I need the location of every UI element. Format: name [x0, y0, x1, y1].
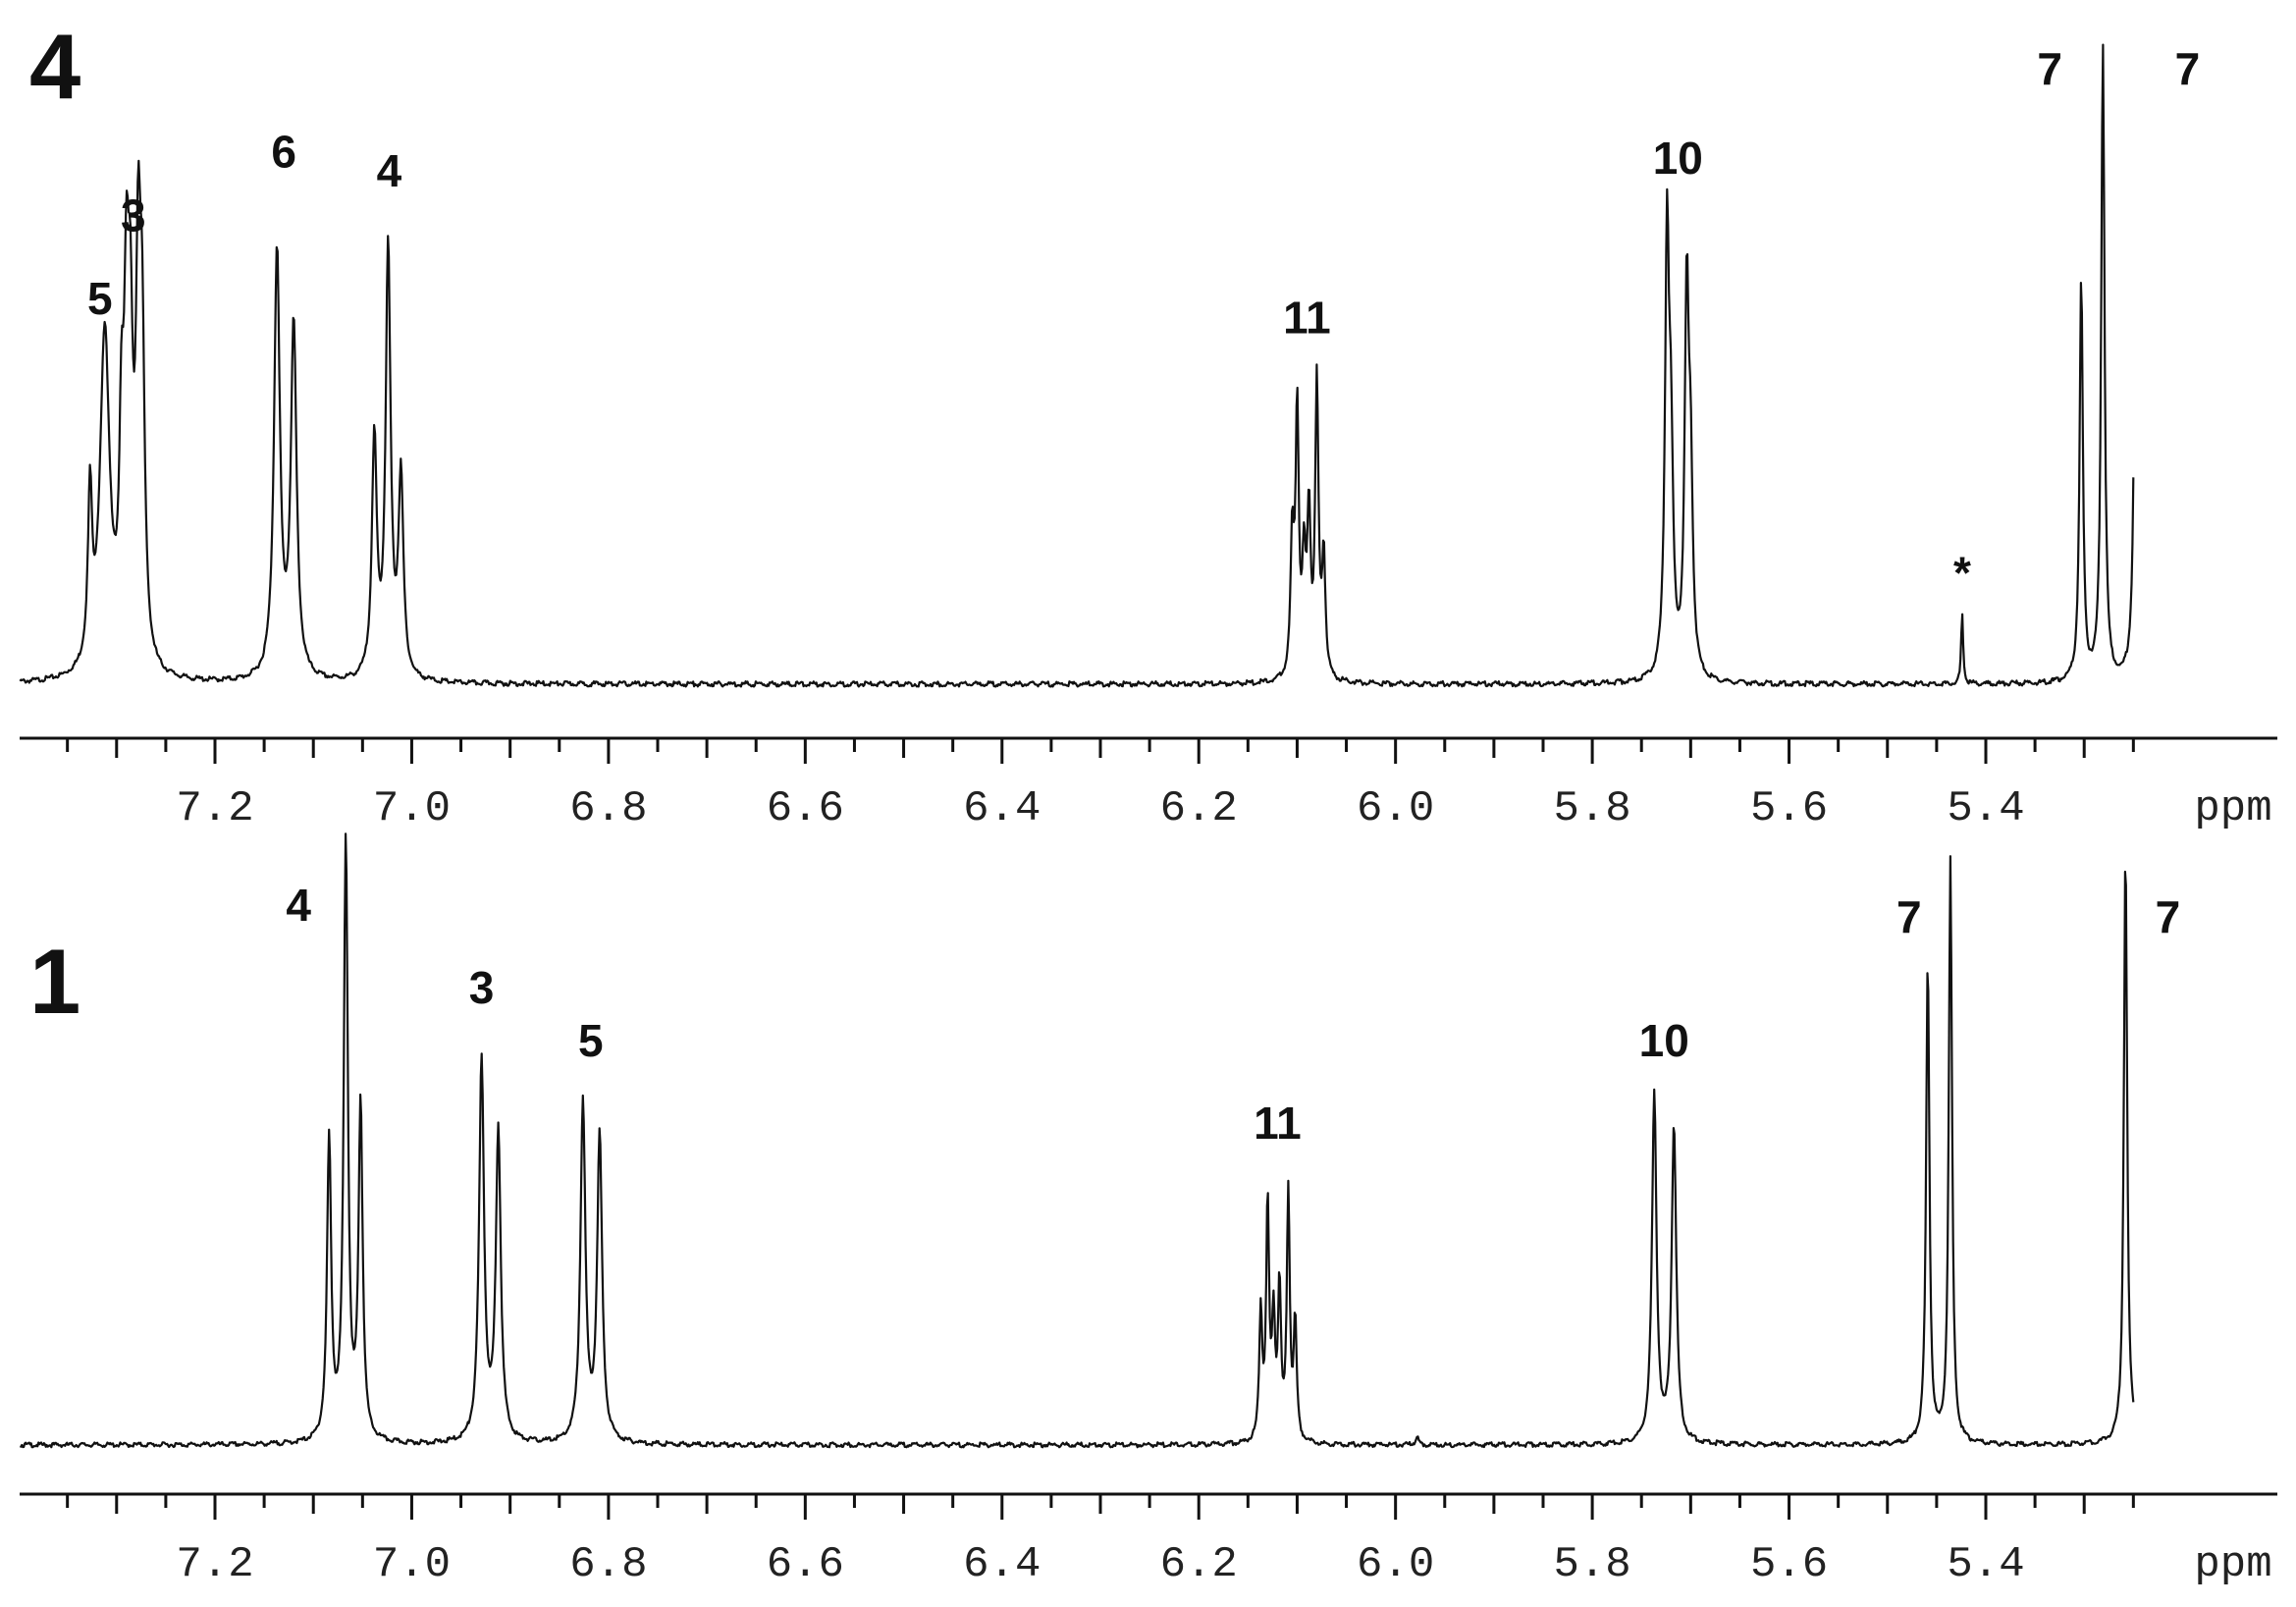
- peak-label: 4: [286, 880, 311, 931]
- x-tick-label: 6.2: [1160, 784, 1238, 833]
- peak-label: 7: [2037, 43, 2062, 94]
- x-tick-label: 5.4: [1947, 784, 2024, 833]
- x-tick-label: 5.8: [1554, 784, 1631, 833]
- compound-label: 4: [29, 15, 80, 118]
- peak-label: 6: [271, 127, 296, 178]
- peak-label: 11: [1283, 293, 1331, 344]
- peak-label: *: [1953, 548, 1971, 599]
- peak-label: 11: [1254, 1098, 1302, 1149]
- x-tick-label: 7.0: [373, 784, 451, 833]
- x-tick-label: 6.4: [963, 784, 1041, 833]
- peak-label: 3: [469, 962, 495, 1013]
- x-tick-label: 6.2: [1160, 1540, 1238, 1589]
- peak-label: 10: [1639, 1015, 1689, 1066]
- peak-label: 7: [1896, 891, 1922, 942]
- x-tick-label: 6.0: [1357, 784, 1434, 833]
- x-tick-label: 6.6: [767, 784, 844, 833]
- x-tick-label: 6.8: [569, 784, 647, 833]
- x-tick-label: 5.4: [1947, 1540, 2024, 1589]
- x-tick-label: 6.4: [963, 1540, 1041, 1589]
- x-tick-label: 5.6: [1750, 1540, 1828, 1589]
- x-tick-label: 7.2: [176, 1540, 253, 1589]
- x-tick-label: 5.6: [1750, 784, 1828, 833]
- spectrum-trace: [19, 43, 2135, 688]
- peak-label: 5: [578, 1015, 604, 1066]
- peak-label: 4: [377, 145, 402, 196]
- peak-label: 3: [121, 190, 146, 241]
- peak-label: 7: [2156, 891, 2181, 942]
- x-tick-label: 6.8: [569, 1540, 647, 1589]
- spectrum-panel-1: 4 7.2 7.0 6.8 6.6 6.4 6.2 6.0 5.8 5.6 5.4 ppm 53 6 4 11…: [19, 15, 2277, 833]
- spectrum-panel-2: 1 7.2 7.0 6.8 6.6 6.4 6.2 6.0 5.8 5.6 5.4 ppm 4 3 5 11 1…: [19, 832, 2277, 1589]
- x-tick-label: 6.0: [1357, 1540, 1434, 1589]
- spectrum-trace: [19, 832, 2135, 1449]
- x-tick-label: 7.0: [373, 1540, 451, 1589]
- peak-label: 7: [2175, 43, 2201, 94]
- x-tick-label: 6.6: [767, 1540, 844, 1589]
- compound-label: 1: [29, 930, 80, 1033]
- x-axis-unit: ppm: [2194, 1540, 2271, 1589]
- x-tick-label: 5.8: [1554, 1540, 1631, 1589]
- x-axis-unit: ppm: [2194, 784, 2271, 833]
- peak-label: 5: [87, 273, 113, 324]
- x-tick-label: 7.2: [176, 784, 253, 833]
- peak-label: 10: [1653, 133, 1703, 184]
